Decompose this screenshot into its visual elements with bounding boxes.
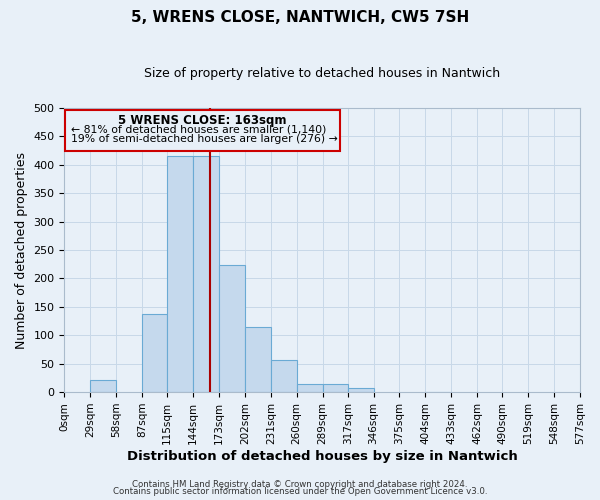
- Bar: [271, 360, 297, 392]
- Text: 5 WRENS CLOSE: 163sqm: 5 WRENS CLOSE: 163sqm: [118, 114, 287, 128]
- Bar: [142, 314, 167, 392]
- Bar: [245, 327, 271, 392]
- FancyBboxPatch shape: [65, 110, 340, 150]
- X-axis label: Distribution of detached houses by size in Nantwich: Distribution of detached houses by size …: [127, 450, 518, 462]
- Text: ← 81% of detached houses are smaller (1,140): ← 81% of detached houses are smaller (1,…: [71, 124, 326, 134]
- Bar: [219, 265, 245, 392]
- Bar: [91, 380, 116, 392]
- Text: Contains public sector information licensed under the Open Government Licence v3: Contains public sector information licen…: [113, 488, 487, 496]
- Bar: [297, 384, 323, 392]
- Bar: [167, 156, 193, 392]
- Bar: [323, 384, 347, 392]
- Title: Size of property relative to detached houses in Nantwich: Size of property relative to detached ho…: [144, 68, 500, 80]
- Bar: [347, 388, 374, 392]
- Text: 19% of semi-detached houses are larger (276) →: 19% of semi-detached houses are larger (…: [71, 134, 337, 144]
- Text: 5, WRENS CLOSE, NANTWICH, CW5 7SH: 5, WRENS CLOSE, NANTWICH, CW5 7SH: [131, 10, 469, 25]
- Text: Contains HM Land Registry data © Crown copyright and database right 2024.: Contains HM Land Registry data © Crown c…: [132, 480, 468, 489]
- Y-axis label: Number of detached properties: Number of detached properties: [15, 152, 28, 348]
- Bar: [193, 156, 219, 392]
